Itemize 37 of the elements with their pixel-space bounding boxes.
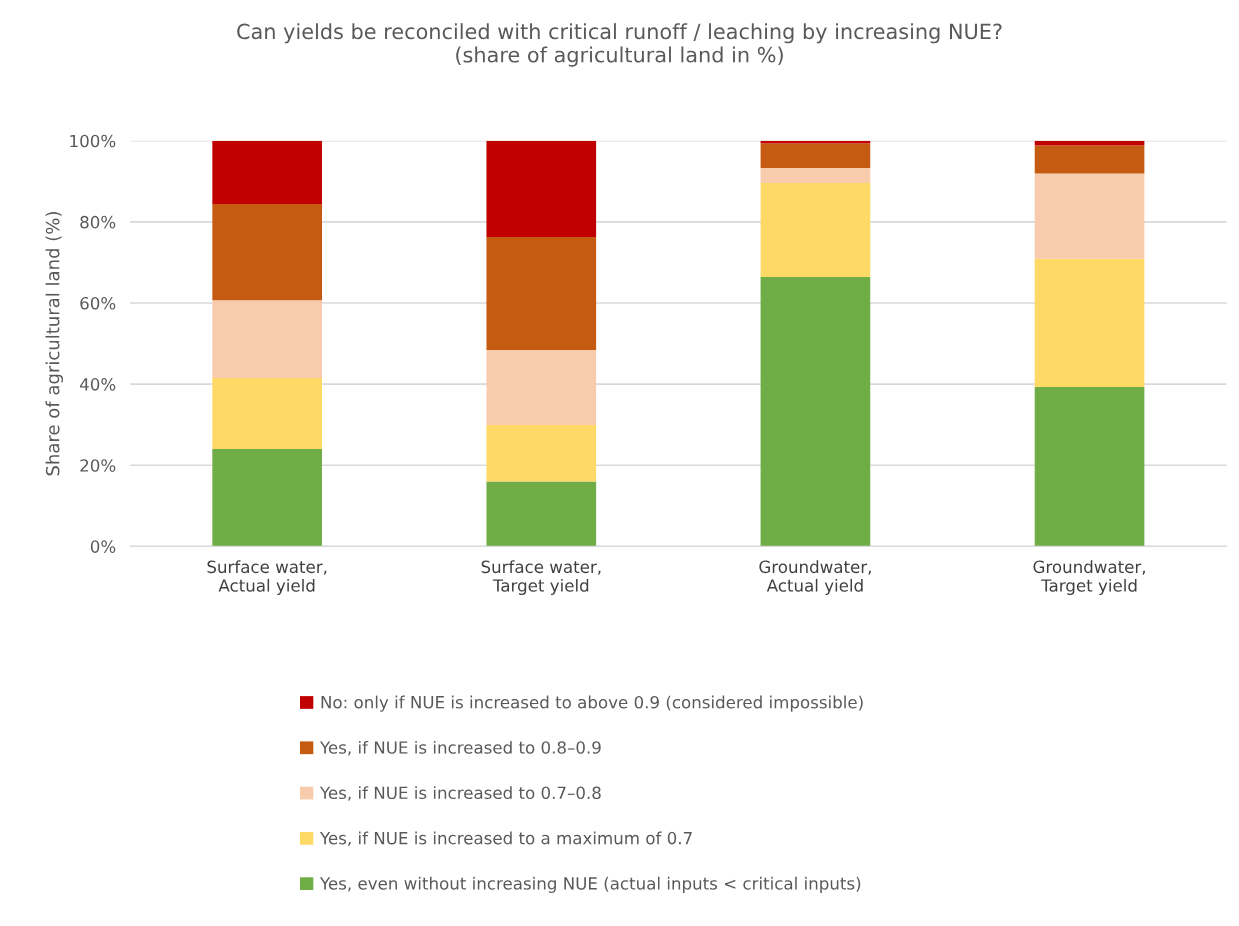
bar (212, 204, 322, 301)
bar (1034, 173, 1145, 259)
bar (212, 140, 322, 205)
legend-label: Yes, if NUE is increased to 0.7–0.8 (319, 786, 601, 801)
bar (1034, 140, 1145, 146)
bar (486, 350, 597, 426)
bar (486, 481, 597, 547)
bar (486, 140, 597, 237)
bar (1034, 145, 1145, 174)
bar (760, 143, 871, 168)
bar (212, 300, 322, 379)
chart-title: Can yields be reconciled with critical runoff / leaching by increasing NUE? (share of agricultural land in %) (237, 23, 1002, 67)
bar (760, 277, 871, 547)
bar (1034, 386, 1145, 547)
bar (1034, 258, 1145, 387)
bar (212, 378, 322, 449)
bar (212, 449, 322, 547)
bar (760, 182, 871, 278)
y-tick-label: 60% (80, 296, 116, 310)
bar (486, 236, 597, 351)
y-tick-label: 40% (79, 378, 116, 391)
legend-label: Yes, if NUE is increased to 0.8–0.9 (319, 740, 601, 756)
x-tick-label: Surface water, Target yield (481, 560, 601, 596)
legend-label: Yes, even without increasing NUE (actual inputs < critical inputs) (319, 876, 861, 893)
bar (486, 425, 597, 482)
y-tick-label: 0% (90, 540, 116, 553)
legend-label: Yes, if NUE is increased to a maximum of 0.7 (319, 831, 692, 847)
x-tick-label: Groundwater, Actual yield (759, 560, 871, 596)
bar (760, 140, 871, 144)
y-axis-title: Share of agricultural land (%) (45, 212, 63, 476)
legend-label: No: only if NUE is increased to above 0.9 (considered impossible) (321, 695, 863, 712)
y-tick-label: 20% (80, 459, 116, 472)
x-tick-label: Groundwater, Target yield (1033, 560, 1145, 596)
y-tick-label: 100% (70, 134, 116, 148)
bar (760, 167, 871, 183)
x-tick-label: Surface water, Actual yield (207, 560, 327, 596)
y-tick-label: 80% (80, 215, 116, 229)
